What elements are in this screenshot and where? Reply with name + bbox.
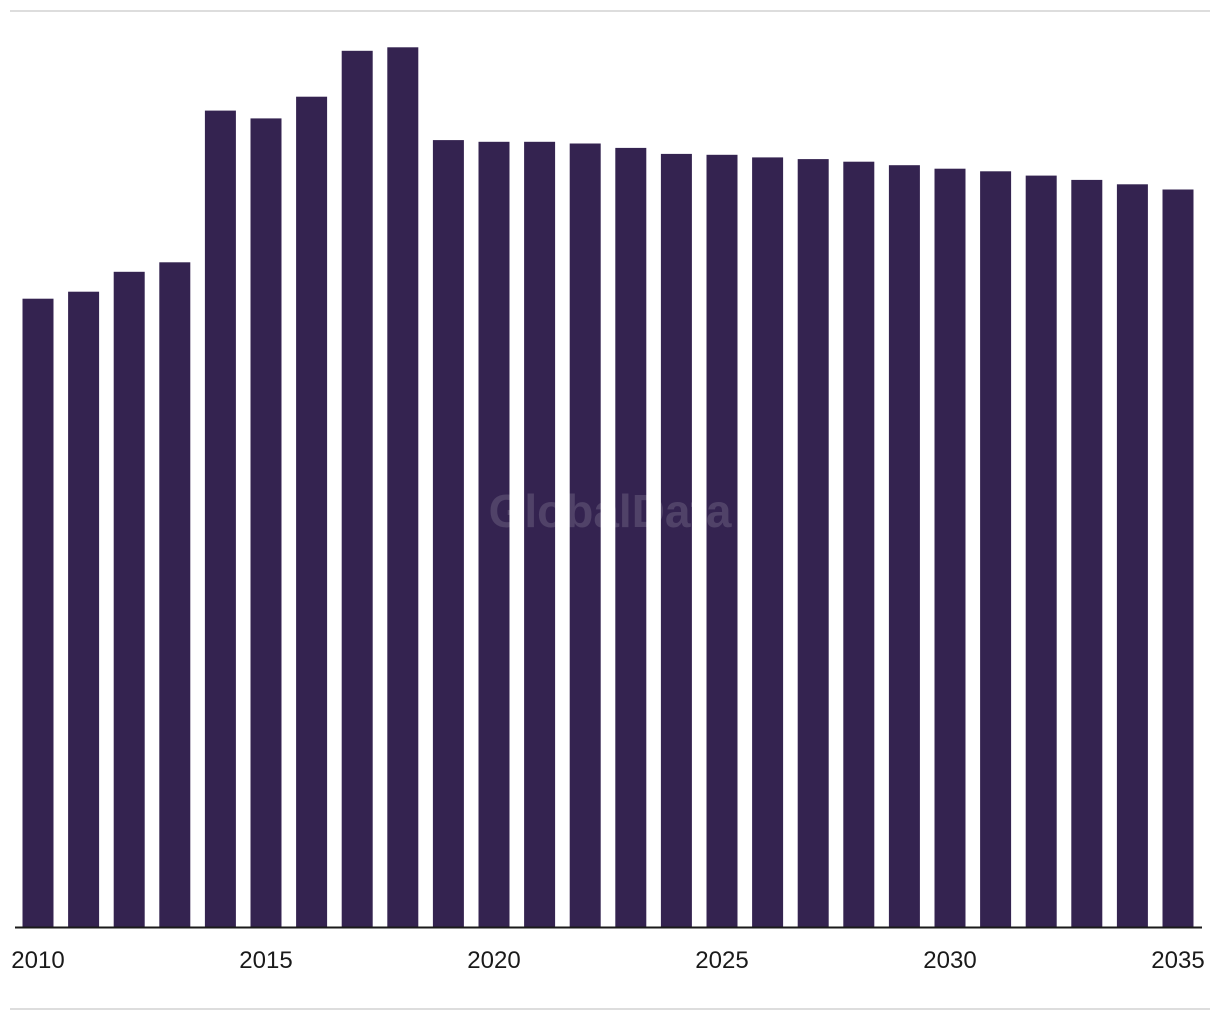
bar-2018 xyxy=(387,47,419,928)
bar-2010 xyxy=(22,298,54,927)
bar-2027 xyxy=(797,159,829,928)
x-tick-label-2035: 2035 xyxy=(1151,947,1204,974)
bar-2030 xyxy=(934,168,966,927)
bar-2014 xyxy=(204,110,236,928)
x-tick-label-2030: 2030 xyxy=(923,947,976,974)
bar-2028 xyxy=(843,161,875,927)
bar-2031 xyxy=(980,171,1012,928)
bar-2025 xyxy=(706,154,738,928)
bar-2016 xyxy=(296,96,328,927)
x-tick-label-2010: 2010 xyxy=(11,947,64,974)
x-tick-label-2015: 2015 xyxy=(239,947,292,974)
bars-group xyxy=(22,47,1194,928)
bar-2035 xyxy=(1162,189,1194,927)
bar-2020 xyxy=(478,141,510,928)
bar-2024 xyxy=(660,153,692,927)
bar-2013 xyxy=(159,262,191,927)
bar-2021 xyxy=(524,141,556,928)
bar-2029 xyxy=(888,165,920,927)
bar-2022 xyxy=(569,143,601,927)
bar-2023 xyxy=(615,147,647,927)
bar-2017 xyxy=(341,50,373,928)
bar-2012 xyxy=(113,271,145,927)
bar-2015 xyxy=(250,118,282,927)
x-tick-label-2020: 2020 xyxy=(467,947,520,974)
bar-2034 xyxy=(1116,184,1148,928)
x-tick-label-2025: 2025 xyxy=(695,947,748,974)
bar-2019 xyxy=(432,140,464,928)
bar-2011 xyxy=(68,291,100,927)
bar-2033 xyxy=(1071,179,1103,927)
x-tick-labels: 2010 2015 2020 2025 2030 2035 xyxy=(11,947,1204,974)
bar-2026 xyxy=(752,157,784,927)
bar-2032 xyxy=(1025,175,1057,928)
watermark-logo: GlobalData xyxy=(489,485,732,537)
